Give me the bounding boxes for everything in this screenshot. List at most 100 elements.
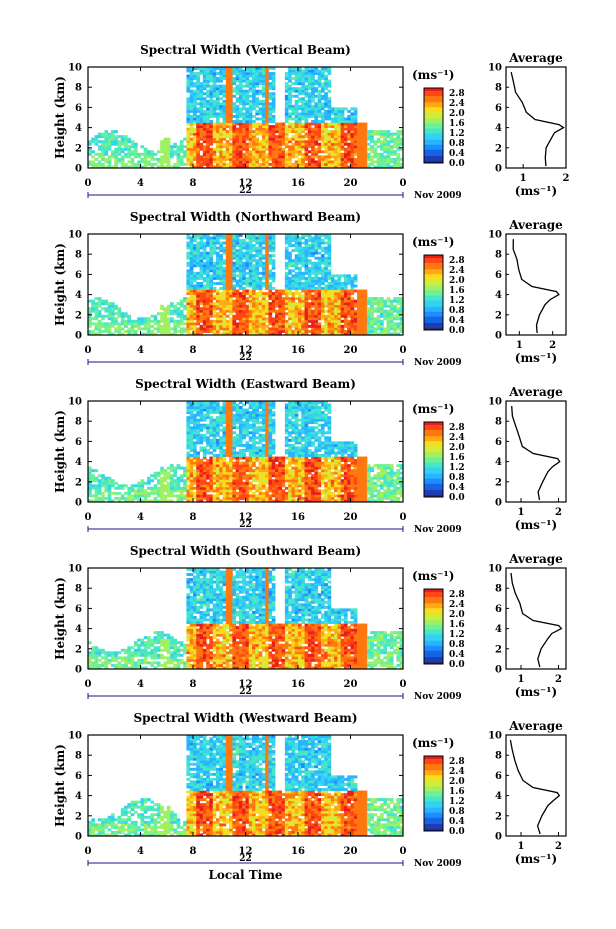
heatmap-cell xyxy=(186,236,191,240)
heatmap-cell xyxy=(252,150,256,154)
heatmap-cell xyxy=(324,279,328,283)
heatmap-cell xyxy=(261,114,266,118)
heatmap-cell xyxy=(330,317,335,321)
heatmap-cell xyxy=(380,162,384,166)
colorbar-swatch xyxy=(424,305,443,307)
heatmap-cell xyxy=(202,294,207,298)
heatmap-cell xyxy=(215,276,220,280)
heatmap-cell xyxy=(242,269,246,273)
heatmap-cell xyxy=(399,302,404,306)
heatmap-cell xyxy=(238,72,243,75)
heatmap-cell xyxy=(298,256,302,260)
heatmap-cell xyxy=(357,137,361,141)
heatmap-cell xyxy=(215,312,220,316)
heatmap-cell xyxy=(222,125,227,128)
heatmap-cell xyxy=(186,140,191,144)
heatmap-cell xyxy=(320,314,325,318)
heatmap-cell xyxy=(320,276,325,280)
heatmap-cell xyxy=(107,322,112,326)
heatmap-cell xyxy=(209,309,214,313)
heatmap-cell xyxy=(255,102,260,106)
heatmap-cell xyxy=(261,92,266,96)
heatmap-cell xyxy=(101,481,105,485)
heatmap-cell xyxy=(222,122,227,126)
heatmap-cell xyxy=(307,104,312,108)
heatmap-cell xyxy=(248,145,253,149)
heatmap-cell xyxy=(94,332,99,336)
heatmap-cell xyxy=(242,281,246,285)
heatmap-cell xyxy=(242,132,246,136)
heatmap-cell xyxy=(317,332,322,336)
heatmap-cell xyxy=(242,69,246,73)
heatmap-cell xyxy=(219,97,223,101)
heatmap-cell xyxy=(189,499,194,503)
heatmap-cell xyxy=(350,142,355,146)
heatmap-cell xyxy=(186,479,191,483)
heatmap-cell xyxy=(206,496,210,500)
heatmap-cell xyxy=(265,279,269,283)
heatmap-cell xyxy=(304,162,309,166)
heatmap-cell xyxy=(120,155,125,159)
heatmap-cell xyxy=(265,165,269,169)
heatmap-cell xyxy=(291,276,296,280)
heatmap-cell xyxy=(189,160,194,164)
heatmap-cell xyxy=(183,150,187,154)
heatmap-cell xyxy=(173,481,177,485)
heatmap-cell xyxy=(258,329,263,333)
heatmap-cell xyxy=(386,160,391,164)
heatmap-cell xyxy=(179,466,184,470)
heatmap-cell xyxy=(193,423,197,427)
heatmap-cell xyxy=(232,274,237,278)
heatmap-cell xyxy=(215,67,220,70)
heatmap-cell xyxy=(235,289,240,293)
colorbar-swatch xyxy=(424,258,443,261)
heatmap-cell xyxy=(229,157,233,161)
heatmap-cell xyxy=(353,140,358,144)
heatmap-cell xyxy=(235,135,240,139)
heatmap-cell xyxy=(304,251,309,255)
heatmap-cell xyxy=(291,261,296,265)
heatmap-cell xyxy=(189,109,194,113)
heatmap-cell xyxy=(245,329,250,333)
heatmap-cell xyxy=(245,102,250,106)
heatmap-cell xyxy=(324,97,328,101)
heatmap-cell xyxy=(278,332,282,336)
heatmap-cell xyxy=(238,294,243,298)
heatmap-cell xyxy=(265,274,269,278)
heatmap-cell xyxy=(199,112,204,116)
heatmap-cell xyxy=(140,152,145,156)
heatmap-cell xyxy=(206,89,210,93)
heatmap-cell xyxy=(366,332,371,336)
heatmap-cell xyxy=(284,84,289,88)
heatmap-cell xyxy=(304,302,309,306)
heatmap-cell xyxy=(225,162,230,166)
heatmap-cell xyxy=(268,256,273,260)
heatmap-cell xyxy=(232,292,237,295)
heatmap-cell xyxy=(337,142,342,146)
heatmap-cell xyxy=(357,152,361,156)
heatmap-cell xyxy=(317,160,322,164)
heatmap-cell xyxy=(347,130,351,134)
heatmap-cell xyxy=(225,269,230,273)
heatmap-cell xyxy=(311,120,315,123)
avg-x-tick-label: 2 xyxy=(563,173,570,184)
heatmap-cell xyxy=(363,122,368,126)
heatmap-cell xyxy=(229,307,233,311)
heatmap-cell xyxy=(232,162,237,166)
heatmap-cell xyxy=(173,152,177,156)
heatmap-cell xyxy=(189,74,194,78)
heatmap-cell xyxy=(275,327,279,331)
heatmap-cell xyxy=(215,297,220,301)
heatmap-cell xyxy=(212,319,217,323)
heatmap-cell xyxy=(389,327,394,331)
heatmap-cell xyxy=(340,312,345,316)
heatmap-cell xyxy=(258,132,263,136)
heatmap-cell xyxy=(304,165,309,169)
heatmap-cell xyxy=(383,312,387,316)
heatmap-cell xyxy=(327,117,332,121)
y-tick-label: 0 xyxy=(75,164,82,175)
heatmap-cell xyxy=(202,269,207,273)
heatmap-cell xyxy=(298,251,302,255)
heatmap-cell xyxy=(314,150,319,154)
heatmap-cell xyxy=(298,147,302,151)
